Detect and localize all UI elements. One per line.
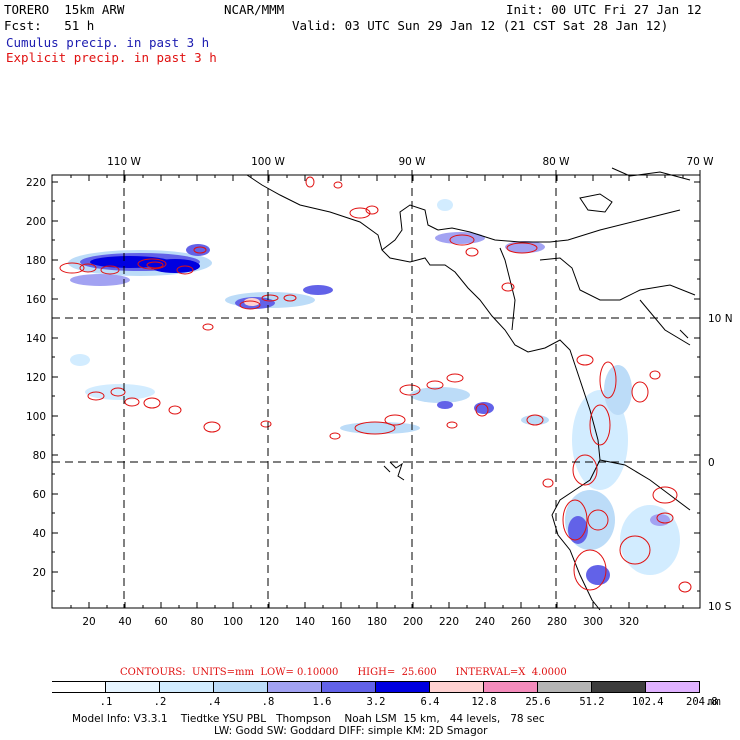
- organization-label: NCAR/MMM: [224, 2, 285, 17]
- y-tick-label: 180: [26, 255, 46, 267]
- colorbar-swatch: [376, 681, 430, 693]
- y-tick-label: 140: [26, 333, 46, 345]
- longitude-label: 80 W: [542, 156, 570, 168]
- colorbar-swatch: [538, 681, 592, 693]
- x-tick-label: 280: [547, 616, 567, 628]
- init-time: Init: 00 UTC Fri 27 Jan 12: [506, 2, 702, 17]
- x-tick-label: 160: [331, 616, 351, 628]
- y-tick-label: 60: [33, 489, 46, 501]
- colorbar-swatch: [106, 681, 160, 693]
- latitude-label: 10 N: [708, 313, 733, 325]
- x-tick-label: 120: [259, 616, 279, 628]
- colorbar-label: 102.4: [632, 696, 664, 708]
- y-tick-label: 80: [33, 450, 46, 462]
- x-tick-label: 60: [154, 616, 167, 628]
- y-tick-label: 120: [26, 372, 46, 384]
- colorbar-label: .2: [153, 696, 167, 708]
- longitude-label: 100 W: [251, 156, 285, 168]
- colorbar-label: 12.8: [471, 696, 497, 708]
- y-tick-label: 20: [33, 567, 46, 579]
- colorbar-label: .1: [99, 696, 113, 708]
- colorbar-swatch: [214, 681, 268, 693]
- coastlines: [246, 167, 696, 611]
- colorbar-label: 1.6: [312, 696, 332, 708]
- colorbar-label: 3.2: [366, 696, 386, 708]
- colorbar-swatch: [268, 681, 322, 693]
- colorbar-label: 25.6: [525, 696, 551, 708]
- x-tick-label: 260: [511, 616, 531, 628]
- x-tick-label: 300: [583, 616, 603, 628]
- longitude-label: 90 W: [398, 156, 426, 168]
- colorbar-label: .4: [207, 696, 221, 708]
- latitude-label: 0: [708, 457, 715, 469]
- x-tick-label: 320: [619, 616, 639, 628]
- colorbar-label: .8: [261, 696, 275, 708]
- contours-info: CONTOURS: UNITS=mm LOW= 0.10000 HIGH= 25…: [120, 667, 567, 678]
- model-title: TORERO 15km ARW: [4, 2, 125, 17]
- x-tick-label: 180: [367, 616, 387, 628]
- explicit-precip-contours: [59, 176, 692, 593]
- model-info-line2: LW: Godd SW: Goddard DIFF: simple KM: 2D…: [214, 725, 488, 737]
- colorbar-swatch: [160, 681, 214, 693]
- colorbar-swatch: [592, 681, 646, 693]
- latitude-label: 10 S: [708, 601, 732, 613]
- colorbar-label: 51.2: [579, 696, 605, 708]
- colorbar-unit: mm: [708, 696, 721, 708]
- valid-time: Valid: 03 UTC Sun 29 Jan 12 (21 CST Sat …: [292, 18, 669, 33]
- y-tick-label: 200: [26, 216, 46, 228]
- x-tick-label: 220: [439, 616, 459, 628]
- colorbar-swatch: [52, 681, 106, 693]
- y-tick-label: 100: [26, 411, 46, 423]
- colorbar-swatch: [430, 681, 484, 693]
- colorbar-swatch: [646, 681, 700, 693]
- forecast-hour: Fcst: 51 h: [4, 18, 95, 33]
- precipitation-shading: [68, 199, 680, 585]
- colorbar-label: 6.4: [420, 696, 440, 708]
- x-tick-label: 140: [295, 616, 315, 628]
- x-tick-label: 80: [190, 616, 203, 628]
- y-tick-label: 160: [26, 294, 46, 306]
- colorbar-label: 204.8: [686, 696, 718, 708]
- cumulus-field-label: Cumulus precip. in past 3 h: [6, 35, 210, 50]
- colorbar-swatch: [322, 681, 376, 693]
- y-tick-label: 40: [33, 528, 46, 540]
- x-tick-label: 100: [223, 616, 243, 628]
- graticule: [52, 175, 700, 608]
- x-tick-label: 240: [475, 616, 495, 628]
- longitude-label: 70 W: [686, 156, 714, 168]
- x-tick-label: 200: [403, 616, 423, 628]
- colorbar-swatch: [484, 681, 538, 693]
- map-frame: [51, 174, 701, 609]
- model-info-line1: Model Info: V3.3.1 Tiedtke YSU PBL Thomp…: [72, 713, 545, 725]
- explicit-field-label: Explicit precip. in past 3 h: [6, 50, 217, 65]
- x-tick-label: 40: [118, 616, 131, 628]
- y-tick-label: 220: [26, 177, 46, 189]
- longitude-label: 110 W: [107, 156, 141, 168]
- x-tick-label: 20: [82, 616, 95, 628]
